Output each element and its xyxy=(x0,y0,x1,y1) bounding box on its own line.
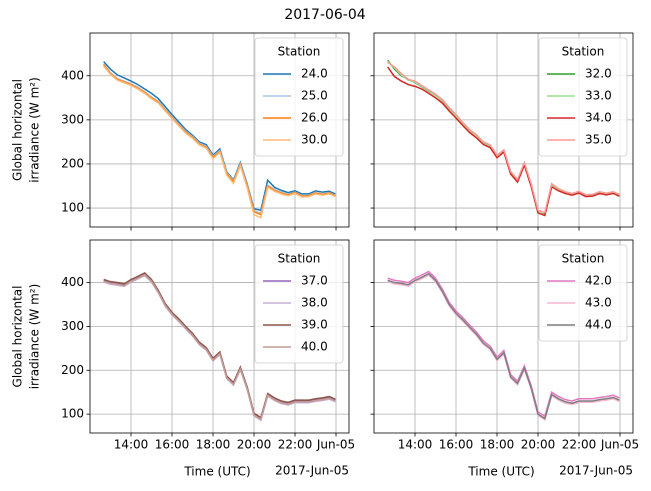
y-tick-label: 300 xyxy=(61,112,84,126)
x-offset-label: 2017-Jun-05 xyxy=(559,464,633,478)
y-axis-label: Global horizontal xyxy=(11,286,25,388)
x-tick-label: 18:00 xyxy=(480,438,515,452)
legend-box xyxy=(254,37,344,157)
y-tick-label: 300 xyxy=(61,319,84,333)
legend-label: 26.0 xyxy=(301,111,328,125)
legend-box xyxy=(538,244,628,342)
series-line xyxy=(387,61,620,214)
legend-label: 25.0 xyxy=(301,89,328,103)
y-axis-label: irradiance (W m²) xyxy=(28,77,42,183)
x-axis-label: Time (UTC) xyxy=(467,465,534,479)
x-tick-label: 18:00 xyxy=(196,438,231,452)
legend-label: 30.0 xyxy=(301,133,328,147)
legend-label: 32.0 xyxy=(585,67,612,81)
x-tick-label: Jun-05 xyxy=(600,438,639,452)
legend-box xyxy=(254,244,344,364)
series-line xyxy=(387,272,620,420)
legend-title: Station xyxy=(562,252,605,266)
legend-label: 40.0 xyxy=(301,340,328,354)
y-axis-label: Global horizontal xyxy=(11,79,25,181)
legend-label: 37.0 xyxy=(301,274,328,288)
legend-label: 44.0 xyxy=(585,318,612,332)
legend-title: Station xyxy=(278,45,321,59)
series-line xyxy=(103,273,336,421)
x-tick-label: 22:00 xyxy=(562,438,597,452)
legend-label: 39.0 xyxy=(301,318,328,332)
series-line xyxy=(103,65,336,219)
legend-label: 43.0 xyxy=(585,296,612,310)
y-tick-label: 200 xyxy=(61,363,84,377)
legend-label: 33.0 xyxy=(585,89,612,103)
y-tick-label: 100 xyxy=(61,407,84,421)
legend-label: 35.0 xyxy=(585,133,612,147)
legend-title: Station xyxy=(562,45,605,59)
legend-label: 38.0 xyxy=(301,296,328,310)
y-tick-label: 400 xyxy=(61,275,84,289)
x-tick-label: 20:00 xyxy=(237,438,272,452)
x-tick-label: 22:00 xyxy=(278,438,313,452)
x-tick-label: Jun-05 xyxy=(316,438,355,452)
x-axis-label: Time (UTC) xyxy=(183,465,250,479)
x-tick-label: 16:00 xyxy=(439,438,474,452)
x-tick-label: 16:00 xyxy=(155,438,190,452)
x-tick-label: 14:00 xyxy=(398,438,433,452)
series-line xyxy=(387,270,620,418)
x-tick-label: 14:00 xyxy=(114,438,149,452)
legend-title: Station xyxy=(278,252,321,266)
series-line xyxy=(103,271,336,419)
legend-label: 34.0 xyxy=(585,111,612,125)
axes-frame xyxy=(373,239,634,434)
y-axis-label: irradiance (W m²) xyxy=(28,284,42,390)
y-tick-label: 200 xyxy=(61,156,84,170)
x-tick-label: 20:00 xyxy=(521,438,556,452)
y-tick-label: 400 xyxy=(61,68,84,82)
figure-title: 2017-06-04 xyxy=(284,7,365,23)
y-tick-label: 100 xyxy=(61,201,84,215)
x-offset-label: 2017-Jun-05 xyxy=(275,464,349,478)
axes-frame xyxy=(373,32,634,228)
axes-frame xyxy=(89,32,350,228)
legend-label: 42.0 xyxy=(585,274,612,288)
axes-frame xyxy=(89,239,350,434)
legend-label: 24.0 xyxy=(301,67,328,81)
series-line xyxy=(103,61,336,212)
legend-box xyxy=(538,37,628,157)
